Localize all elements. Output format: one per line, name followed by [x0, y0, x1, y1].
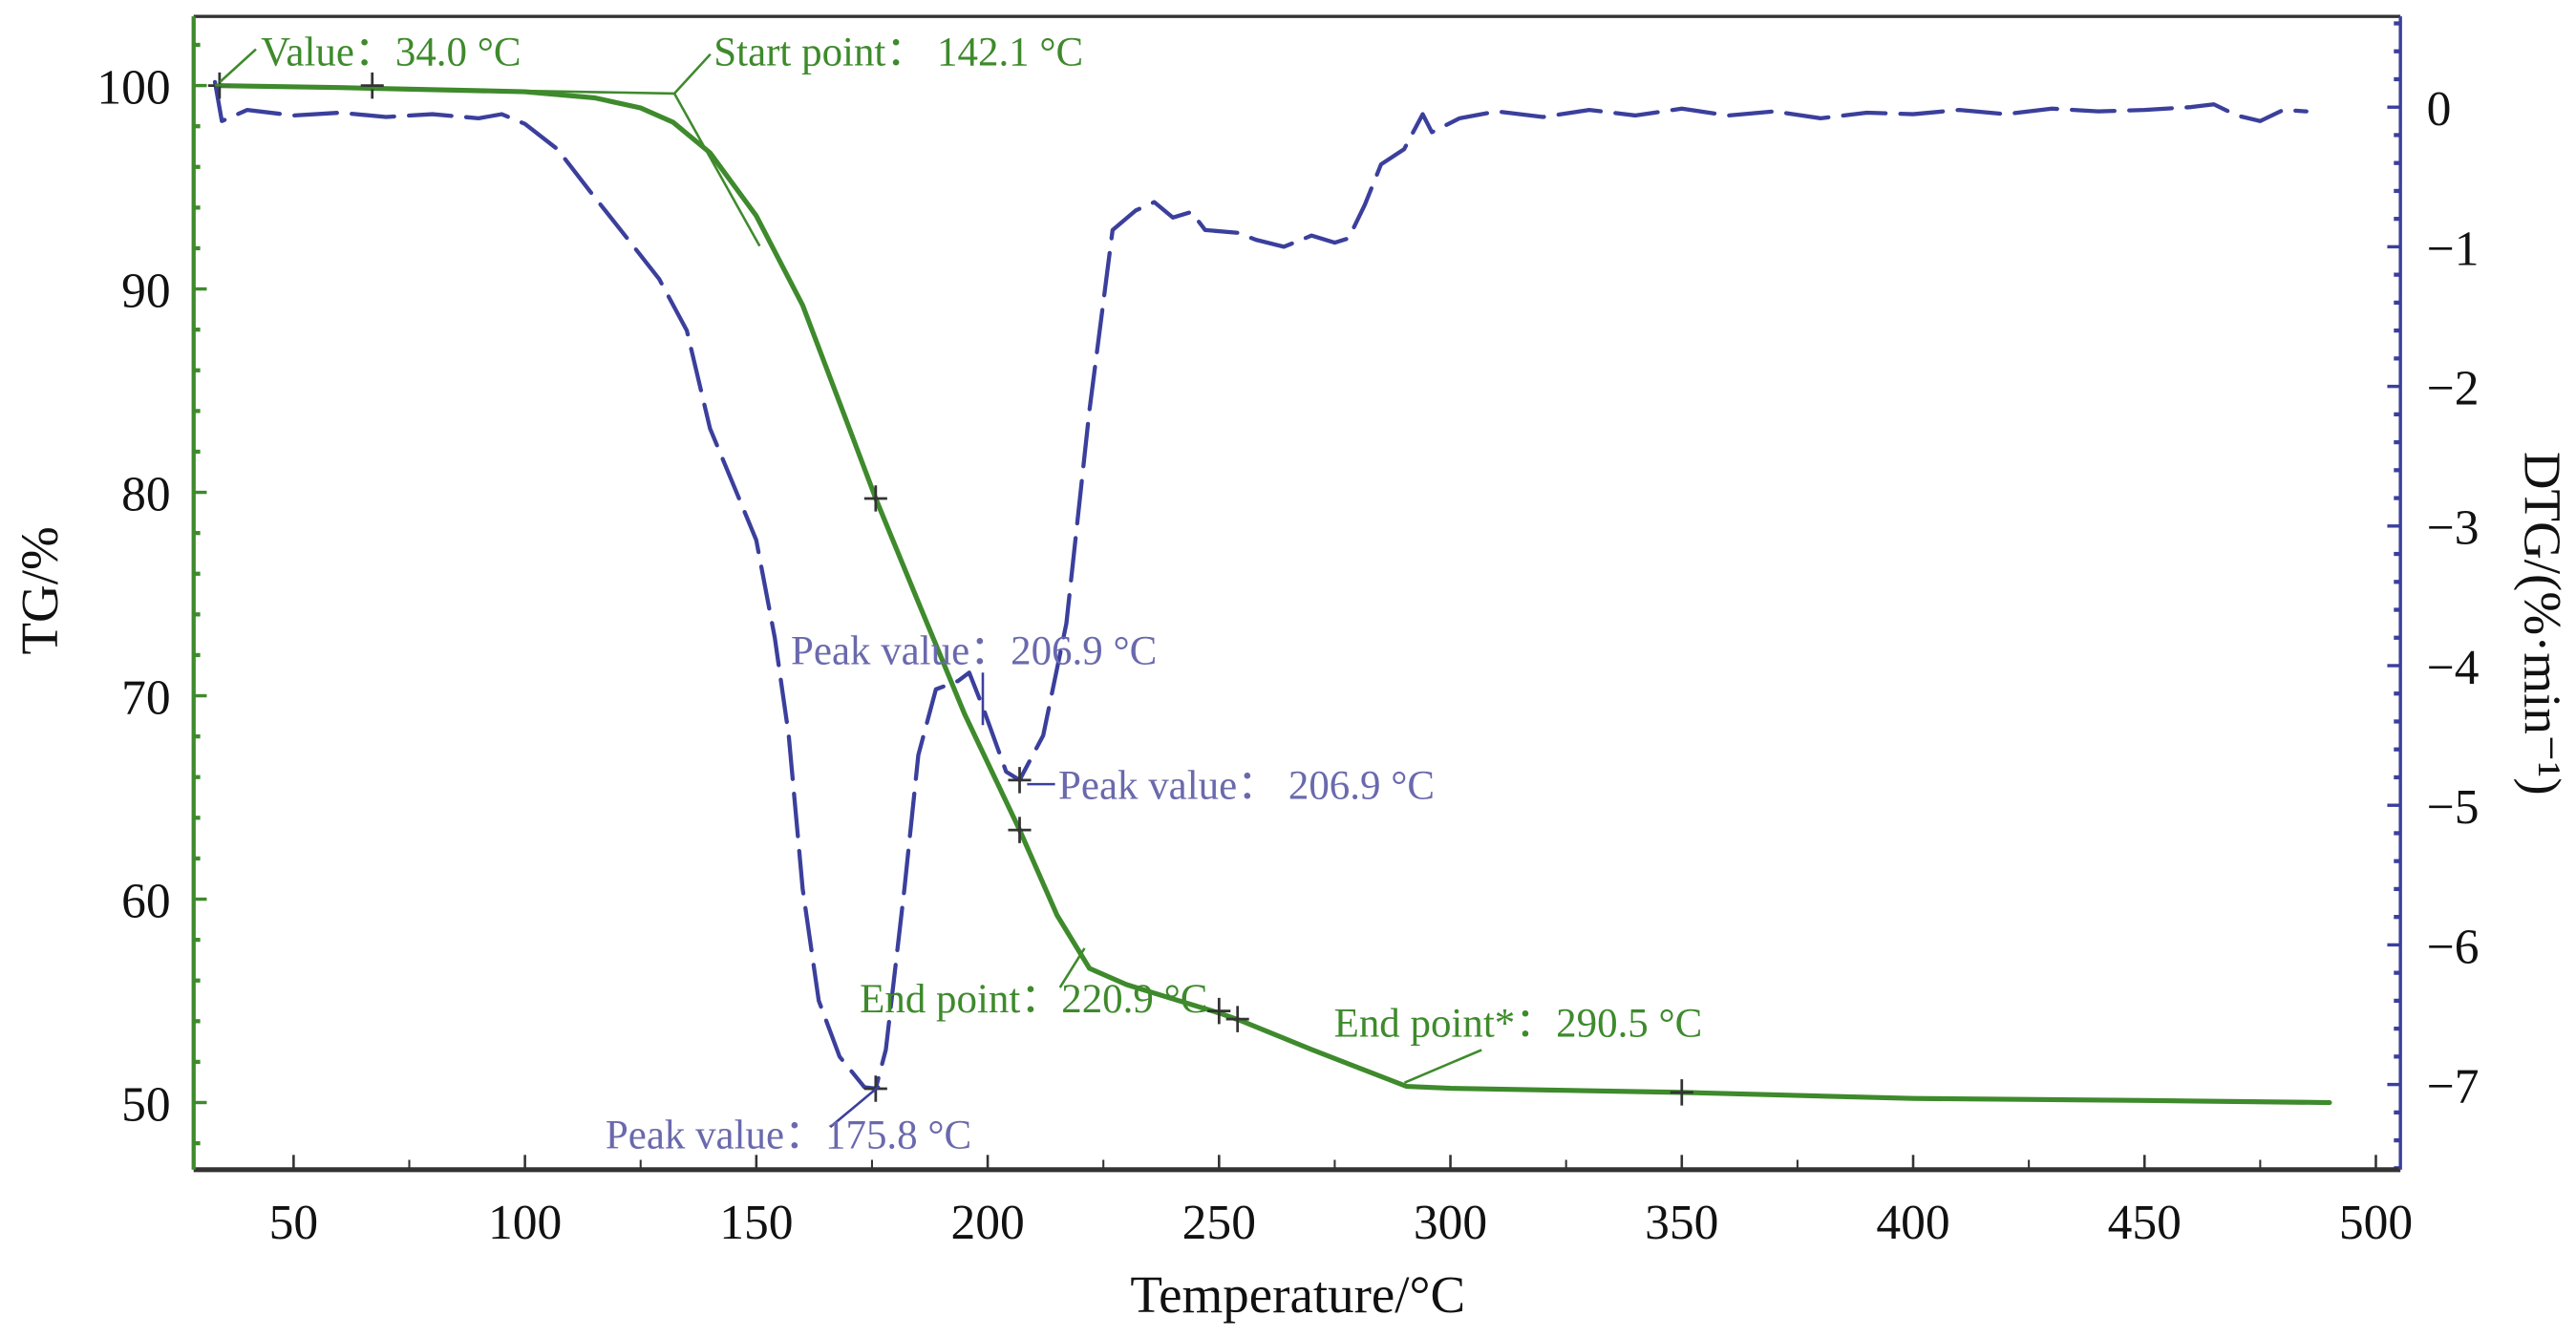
y-right-tick-label: −2 [2427, 362, 2480, 416]
y-left-tick-label: 50 [121, 1077, 171, 1132]
annotation-end-point-star: End point*：290.5 °C [1334, 1002, 1703, 1047]
annotation-value-start: Value：34.0 °C [261, 31, 521, 75]
x-tick-label: 500 [2339, 1196, 2413, 1250]
annotation-peak-upper-left: Peak value：206.9 °C [791, 629, 1157, 674]
y-right-tick-label: −6 [2427, 920, 2480, 974]
y-left-tick-label: 90 [121, 264, 171, 318]
crosshair-marker [863, 485, 887, 512]
y-left-tick-label: 80 [121, 467, 171, 521]
y-right-tick-label: −4 [2427, 641, 2480, 695]
y-left-tick-label: 100 [96, 60, 170, 115]
x-tick-label: 50 [269, 1196, 319, 1250]
x-tick-label: 400 [1876, 1196, 1949, 1250]
tg-series-line [217, 83, 2332, 1106]
peak-leader-lines [829, 672, 1055, 1129]
crosshair-marker [1225, 1006, 1249, 1032]
y-right-tick-label: 0 [2427, 82, 2452, 137]
crosshair-marker [1207, 997, 1231, 1025]
x-tick-label: 150 [719, 1196, 793, 1250]
x-tick-label: 350 [1645, 1196, 1718, 1250]
x-axis-title: Temperature/°C [1130, 1265, 1465, 1324]
crosshair-marker [1008, 767, 1032, 794]
y-right-tick-label: −3 [2427, 501, 2480, 556]
x-tick-label: 300 [1414, 1196, 1487, 1250]
crosshair-marker [360, 72, 384, 99]
y-left-axis-title: TG/% [11, 526, 69, 654]
y-left-tick-label: 70 [121, 670, 171, 725]
marker-layer [207, 72, 1693, 1106]
tangent-lines [215, 48, 1482, 1084]
y-right-tick-label: −1 [2427, 222, 2480, 276]
x-tick-label: 450 [2108, 1196, 2182, 1250]
dtg-series-line [212, 79, 2309, 1092]
annotation-peak-upper-right: Peak value： 206.9 °C [1058, 764, 1435, 809]
y-right-axis-title: DTG/(%·min⁻¹) [2514, 452, 2572, 796]
y-right-tick-label: −5 [2427, 780, 2480, 835]
y-right-tick-label: −7 [2427, 1059, 2480, 1114]
annotation-end-point: End point：220.9 °C [860, 977, 1207, 1022]
annotation-peak-lower: Peak value：175.8 °C [606, 1113, 971, 1157]
annotation-start-point: Start point： 142.1 °C [713, 31, 1083, 75]
x-tick-label: 100 [488, 1196, 562, 1250]
series-layer [212, 79, 2332, 1106]
axis-ticks: 50 100 150 200 250 300 350 400 450 500 50 60 70 80 90 1… [96, 21, 2480, 1250]
crosshair-marker [1008, 817, 1032, 843]
x-tick-label: 200 [950, 1196, 1024, 1250]
y-left-tick-label: 60 [121, 874, 171, 928]
crosshair-marker [1670, 1079, 1693, 1106]
x-tick-label: 250 [1182, 1196, 1256, 1250]
